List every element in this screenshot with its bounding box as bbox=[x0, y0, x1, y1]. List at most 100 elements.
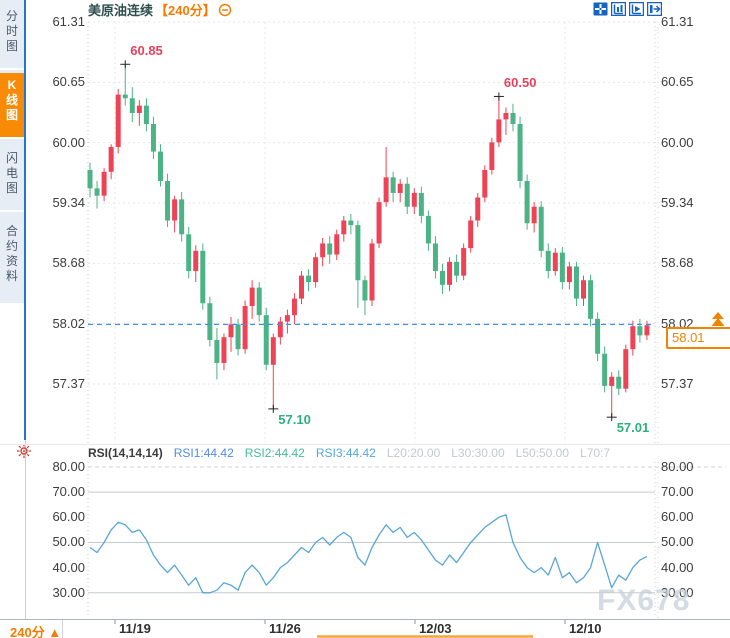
candle-up bbox=[299, 275, 304, 299]
last-price-badge: 58.01 bbox=[666, 327, 730, 349]
rsi-axis-label: 70.00 bbox=[661, 484, 694, 500]
candle-down bbox=[559, 252, 565, 283]
candle-up bbox=[581, 280, 586, 299]
candle-up bbox=[136, 105, 142, 113]
rsi-axis-label: 50.00 bbox=[661, 534, 694, 550]
instrument-title: 美原油连续 bbox=[88, 3, 154, 18]
rsi-params-label: RSI(14,14,14) bbox=[88, 446, 163, 460]
candle-up bbox=[623, 349, 629, 389]
rsi-value-label: RSI3:44.42 bbox=[315, 446, 376, 460]
zoom-axis-icon[interactable] bbox=[611, 2, 626, 16]
candle-down bbox=[573, 266, 579, 299]
candle-up bbox=[291, 298, 297, 316]
x-axis-date: 12/03 bbox=[419, 621, 452, 636]
rsi-axis-label: 40.00 bbox=[661, 559, 694, 575]
candle-down bbox=[327, 243, 333, 255]
rsi-axis-label: 70.00 bbox=[52, 484, 85, 500]
price-axis-label: 58.02 bbox=[52, 315, 85, 331]
candle-up bbox=[341, 220, 347, 235]
candle-up bbox=[383, 177, 389, 203]
candle-up bbox=[630, 326, 636, 350]
shift-forward-icon[interactable] bbox=[647, 2, 662, 16]
candle-down bbox=[637, 326, 643, 336]
rsi-axis-label: 60.00 bbox=[52, 509, 85, 525]
x-axis-date: 12/10 bbox=[569, 621, 602, 636]
candle-down bbox=[390, 177, 396, 193]
rsi-axis-label: 40.00 bbox=[52, 559, 85, 575]
candle-up bbox=[277, 321, 283, 338]
rsi-value-label: L30:30.00 bbox=[451, 446, 505, 460]
candle-down bbox=[595, 318, 601, 354]
rsi-value-label: L50:50.00 bbox=[515, 446, 570, 460]
price-axis-label: 58.68 bbox=[661, 255, 694, 271]
candle-down bbox=[186, 234, 192, 272]
indicator-settings-icon[interactable] bbox=[16, 443, 32, 459]
candle-up bbox=[221, 337, 227, 363]
price-annotation: 60.50 bbox=[503, 75, 537, 91]
rsi-axis-label: 30.00 bbox=[661, 584, 694, 600]
price-annotation: 57.10 bbox=[278, 411, 311, 427]
bottom-bar-divider bbox=[62, 620, 63, 638]
candle-down bbox=[214, 339, 220, 363]
candle-down bbox=[440, 271, 445, 285]
candle-up bbox=[108, 146, 114, 172]
candle-up bbox=[482, 169, 488, 198]
candle-down bbox=[538, 206, 544, 251]
candle-down bbox=[94, 188, 100, 196]
watermark: FX678 bbox=[597, 584, 691, 617]
candle-up bbox=[609, 376, 615, 386]
price-up-arrow-icon bbox=[711, 312, 725, 326]
candle-down bbox=[517, 124, 523, 181]
candle-up bbox=[489, 142, 495, 170]
rsi-line bbox=[89, 514, 648, 594]
rsi-value-label: RSI2:44.42 bbox=[244, 446, 305, 460]
sidebar-tab-2[interactable]: K 线 图 bbox=[0, 73, 24, 139]
rsi-value-label: L20:20.00 bbox=[386, 446, 441, 460]
candle-up bbox=[447, 261, 453, 285]
sidebar-tab-4[interactable]: 合 约 资 料 bbox=[0, 219, 24, 305]
sidebar-tab-3[interactable]: 闪 电 图 bbox=[0, 146, 24, 212]
candle-up bbox=[644, 325, 650, 336]
candle-down bbox=[263, 315, 269, 365]
zoom-out-icon[interactable] bbox=[218, 3, 232, 17]
candle-down bbox=[235, 324, 241, 350]
price-annotation: 57.01 bbox=[616, 420, 650, 436]
sidebar-tab-1[interactable]: 分 时 图 bbox=[0, 4, 24, 70]
candle-down bbox=[510, 112, 516, 125]
price-axis-label: 58.68 bbox=[52, 255, 85, 271]
rsi-axis-label: 30.00 bbox=[52, 584, 85, 600]
sidebar-border-lower bbox=[25, 440, 26, 619]
candle-down bbox=[179, 199, 185, 235]
pan-crosshair-icon[interactable] bbox=[593, 2, 608, 16]
candle-down bbox=[362, 280, 368, 301]
candle-up bbox=[228, 324, 234, 338]
candle-down bbox=[602, 353, 608, 386]
rsi-axis-label: 80.00 bbox=[52, 459, 85, 474]
candle-up bbox=[376, 202, 382, 244]
price-axis-label: 61.31 bbox=[661, 14, 694, 29]
candle-up bbox=[242, 305, 248, 350]
candle-up bbox=[172, 199, 178, 221]
rsi-axis-label: 50.00 bbox=[52, 534, 85, 550]
candle-down bbox=[418, 192, 424, 216]
candle-up bbox=[249, 287, 255, 306]
candle-down bbox=[306, 275, 312, 283]
price-axis-label: 60.00 bbox=[661, 134, 694, 150]
candle-down bbox=[616, 376, 622, 389]
candle-down bbox=[143, 105, 149, 125]
play-chart-icon[interactable] bbox=[629, 2, 644, 16]
candle-down bbox=[122, 94, 128, 99]
chart-header: 美原油连续 【240分】 bbox=[88, 1, 232, 18]
candle-up bbox=[115, 94, 121, 147]
candle-down bbox=[425, 215, 431, 244]
price-axis-label: 60.65 bbox=[661, 74, 694, 90]
candle-up bbox=[101, 171, 107, 196]
price-axis-label: 57.37 bbox=[52, 375, 85, 391]
rsi-indicator-header: RSI(14,14,14) RSI1:44.42 RSI2:44.42 RSI3:44… bbox=[88, 446, 610, 460]
rsi-value-label: RSI1:44.42 bbox=[173, 446, 234, 460]
candle-up bbox=[566, 266, 572, 283]
candle-up bbox=[193, 250, 199, 272]
timeframe-selector[interactable]: 240分 ▲ bbox=[10, 625, 62, 638]
candle-down bbox=[150, 124, 156, 152]
